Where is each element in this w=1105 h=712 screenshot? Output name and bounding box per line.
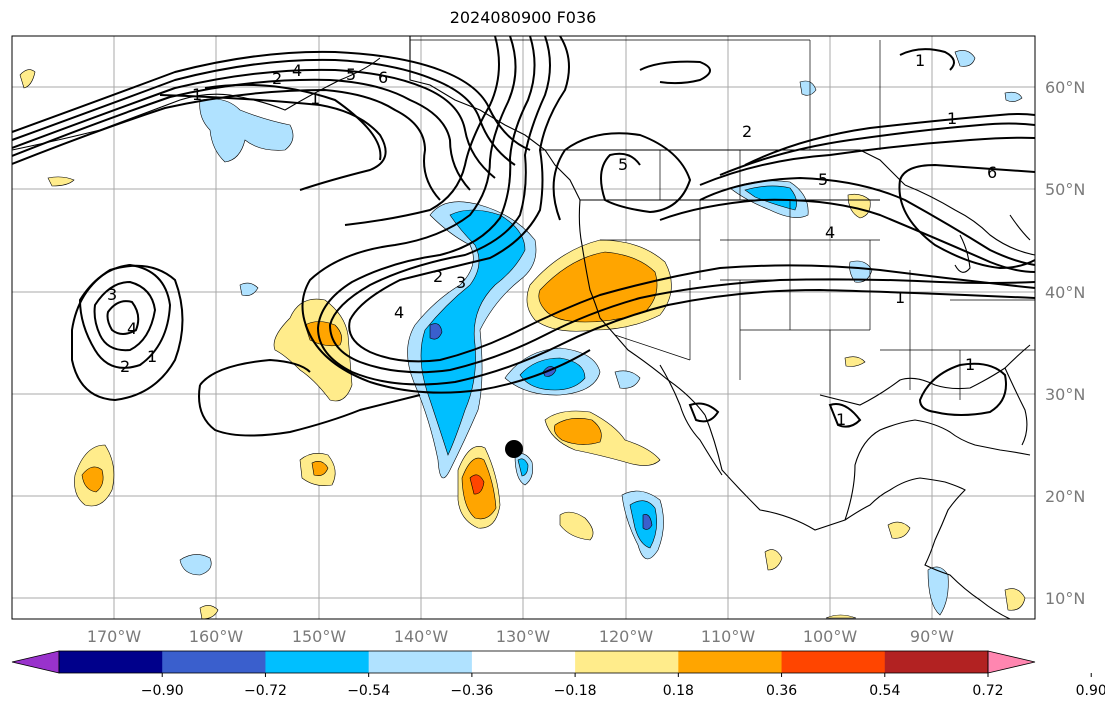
contour-label: 2 — [272, 69, 282, 88]
contour-label: 1 — [147, 347, 157, 366]
colorbar-outline — [58, 650, 989, 674]
contour-label: 6 — [378, 68, 388, 87]
contour-label-group: 1 2 4 5 6 1 2 4 5 6 1 3 4 2 1 2 3 4 5 1 … — [107, 51, 997, 429]
colorbar-tick-label: −0.54 — [347, 683, 390, 699]
colorbar-tick-label: −0.36 — [450, 683, 493, 699]
lon-label-170w: 170°W — [87, 627, 142, 646]
contour-label: 4 — [394, 303, 404, 322]
lon-label-90w: 90°W — [910, 627, 954, 646]
map-frame — [11, 35, 1036, 620]
contour-label: 4 — [825, 223, 835, 242]
contour-label: 1 — [836, 410, 846, 429]
contour-label: 2 — [742, 122, 752, 141]
positive-anomaly-shading — [19, 69, 1026, 619]
contour-label: 2 — [120, 357, 130, 376]
colorbar-segment — [162, 651, 266, 673]
contour-label: 3 — [456, 273, 466, 292]
lat-label-10n: 10°N — [1045, 589, 1085, 608]
lat-label-50n: 50°N — [1045, 180, 1085, 199]
colorbar-segment — [368, 651, 473, 673]
contour-label: 5 — [618, 155, 628, 174]
colorbar-tick-label: −0.72 — [244, 683, 287, 699]
lat-label-60n: 60°N — [1045, 78, 1085, 97]
lon-label-120w: 120°W — [599, 627, 654, 646]
lon-label-140w: 140°W — [394, 627, 449, 646]
colorbar-segment — [59, 651, 163, 673]
storm-position-marker — [505, 440, 523, 458]
colorbar-tick-label: 0.18 — [663, 683, 694, 699]
colorbar: −0.90 −0.72 −0.54 −0.36 −0.18 0.18 0.36 0.54 0.7… — [11, 650, 1105, 699]
latitude-labels: 10°N 20°N 30°N 40°N 50°N 60°N — [1045, 78, 1085, 608]
contour-label: 2 — [433, 267, 443, 286]
negative-anomaly-shading — [179, 50, 1023, 616]
contour-label: 4 — [292, 61, 302, 80]
contour-label: 5 — [818, 170, 828, 189]
colorbar-segment — [575, 651, 679, 673]
longitude-labels: 170°W 160°W 150°W 140°W 130°W 120°W 110°… — [87, 627, 954, 646]
contour-label: 4 — [127, 319, 137, 338]
colorbar-extend-low — [11, 650, 60, 674]
colorbar-tick-label: 0.36 — [766, 683, 797, 699]
lat-label-40n: 40°N — [1045, 283, 1085, 302]
contour-label: 1 — [895, 288, 905, 307]
contour-label: 1 — [947, 109, 957, 128]
lon-label-130w: 130°W — [496, 627, 551, 646]
contour-label: 1 — [965, 355, 975, 374]
contour-label: 1 — [915, 51, 925, 70]
colorbar-segment — [678, 651, 783, 673]
contour-lines — [12, 36, 1035, 437]
colorbar-extend-high — [987, 650, 1036, 674]
lat-label-30n: 30°N — [1045, 385, 1085, 404]
colorbar-tick-label: 0.90 — [1076, 683, 1105, 699]
colorbar-segment — [265, 651, 370, 673]
colorbar-tick-label: 0.54 — [869, 683, 900, 699]
colorbar-segment — [471, 651, 576, 673]
contour-label: 5 — [346, 65, 356, 84]
contour-label: 3 — [107, 285, 117, 304]
lon-label-100w: 100°W — [803, 627, 858, 646]
map-title: 2024080900 F036 — [449, 8, 597, 27]
lon-label-150w: 150°W — [292, 627, 347, 646]
lon-label-160w: 160°W — [189, 627, 244, 646]
lon-label-110w: 110°W — [701, 627, 756, 646]
contour-label: 6 — [987, 163, 997, 182]
lat-label-20n: 20°N — [1045, 487, 1085, 506]
colorbar-segment — [781, 651, 886, 673]
colorbar-segment — [884, 651, 989, 673]
contour-label: 1 — [310, 89, 320, 108]
state-borders — [410, 39, 1035, 400]
colorbar-tick-label: −0.18 — [554, 683, 597, 699]
colorbar-tick-label: −0.90 — [141, 683, 184, 699]
contour-label: 1 — [192, 85, 202, 104]
colorbar-tick-label: 0.72 — [972, 683, 1003, 699]
